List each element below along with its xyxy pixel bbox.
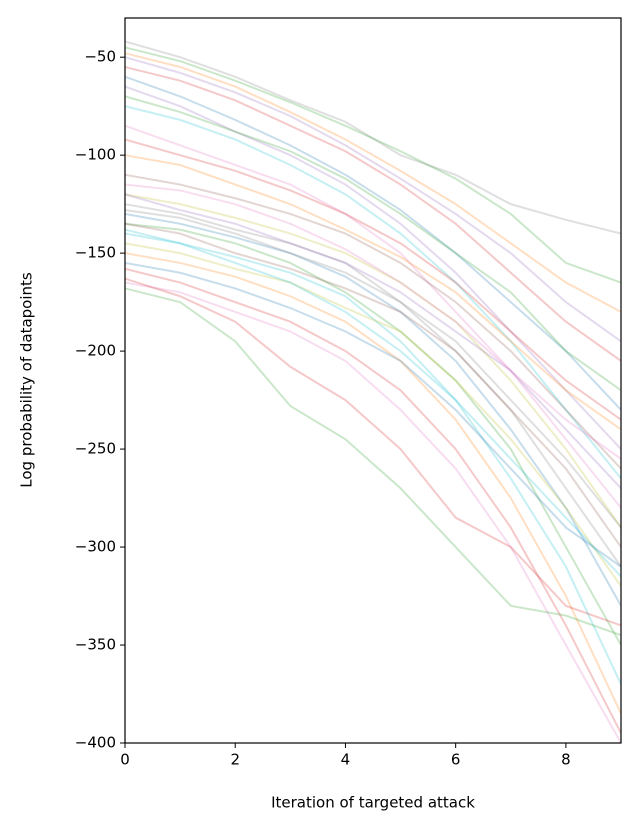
plot-frame	[124, 17, 622, 744]
series-line	[125, 85, 621, 450]
series-line	[125, 242, 621, 587]
series-line	[125, 193, 621, 489]
series-line	[125, 75, 621, 411]
series-line	[125, 154, 621, 431]
series-line	[125, 261, 621, 568]
series-line	[125, 66, 621, 362]
x-tick-label: 4	[341, 751, 351, 769]
x-tick-label: 2	[230, 751, 240, 769]
y-tick-label: −50	[84, 48, 116, 66]
series-line	[125, 228, 621, 578]
series-line	[125, 209, 621, 529]
y-tick-label: −300	[75, 538, 116, 556]
y-tick-label: −250	[75, 440, 116, 458]
y-tick-label: −150	[75, 244, 116, 262]
y-tick-label: −100	[75, 146, 116, 164]
series-line	[125, 138, 621, 421]
y-tick-label: −350	[75, 636, 116, 654]
y-axis-label: Log probability of datapoints	[18, 272, 36, 488]
series-line	[125, 183, 621, 460]
series-line	[125, 222, 621, 548]
x-tick-label: 8	[561, 751, 571, 769]
series-line	[125, 95, 621, 392]
series-line	[125, 193, 621, 529]
series-line	[125, 277, 621, 627]
series-line	[125, 281, 621, 743]
series-line	[125, 46, 621, 284]
series-line	[125, 222, 621, 646]
plot-lines	[125, 40, 621, 743]
series-line	[125, 124, 621, 509]
series-line	[125, 287, 621, 637]
series-line	[125, 252, 621, 715]
series-line	[125, 232, 621, 685]
series-line	[125, 212, 621, 607]
series-line	[125, 40, 621, 235]
series-line	[125, 173, 621, 470]
series-line	[125, 105, 621, 480]
y-tick-label: −400	[75, 734, 116, 752]
series-line	[125, 56, 621, 343]
x-axis-label: Iteration of targeted attack	[271, 794, 475, 812]
y-tick-label: −200	[75, 342, 116, 360]
x-tick-label: 6	[451, 751, 461, 769]
series-line	[125, 52, 621, 313]
series-line	[125, 203, 621, 568]
series-line	[125, 267, 621, 734]
x-tick-label: 0	[120, 751, 130, 769]
